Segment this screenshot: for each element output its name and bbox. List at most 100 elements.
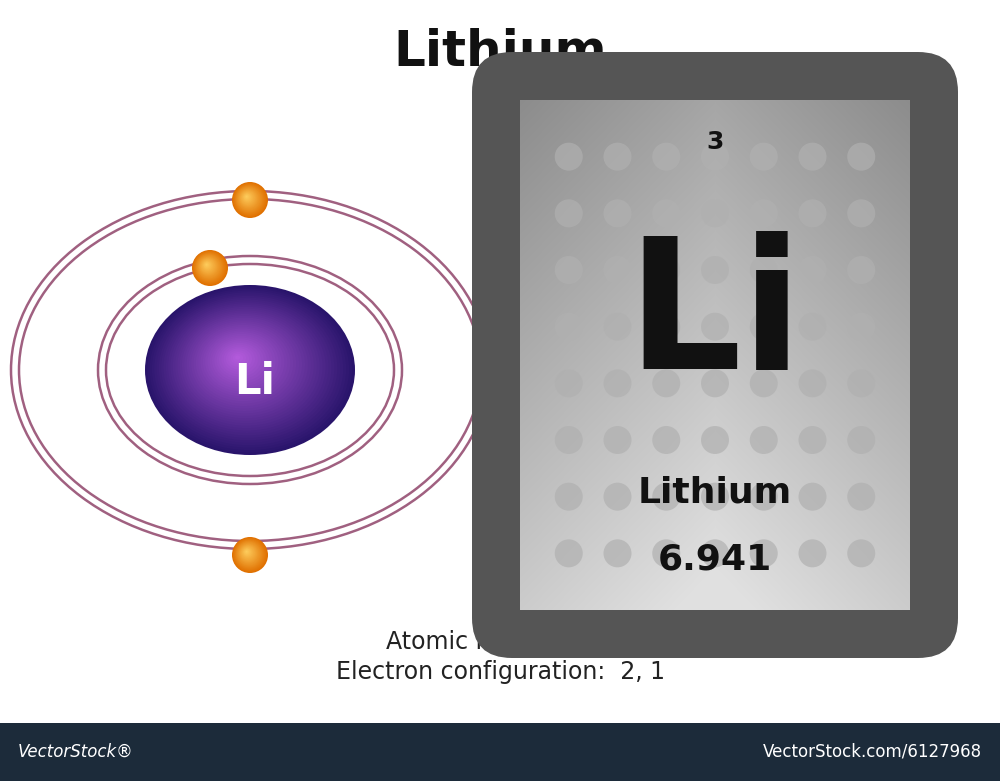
Circle shape	[555, 540, 583, 567]
Circle shape	[237, 187, 260, 210]
Circle shape	[205, 263, 209, 266]
Circle shape	[652, 483, 680, 511]
Circle shape	[203, 261, 212, 269]
Circle shape	[604, 369, 632, 398]
Circle shape	[192, 250, 228, 286]
Circle shape	[236, 187, 262, 212]
Circle shape	[238, 188, 258, 209]
Circle shape	[555, 199, 583, 227]
Ellipse shape	[175, 308, 317, 423]
Ellipse shape	[194, 323, 293, 404]
Circle shape	[244, 194, 251, 201]
Ellipse shape	[196, 325, 290, 401]
Ellipse shape	[163, 299, 331, 436]
Circle shape	[194, 252, 225, 283]
Circle shape	[245, 550, 249, 554]
Circle shape	[652, 199, 680, 227]
Circle shape	[604, 256, 632, 284]
Ellipse shape	[235, 355, 240, 360]
Circle shape	[652, 369, 680, 398]
Circle shape	[243, 547, 252, 557]
Circle shape	[243, 193, 252, 201]
Circle shape	[197, 255, 220, 279]
Circle shape	[798, 369, 826, 398]
Circle shape	[750, 369, 778, 398]
Circle shape	[847, 540, 875, 567]
Ellipse shape	[217, 341, 264, 380]
Circle shape	[202, 260, 213, 271]
Circle shape	[604, 483, 632, 511]
Ellipse shape	[147, 287, 352, 452]
Ellipse shape	[173, 307, 320, 426]
Circle shape	[233, 183, 267, 217]
Ellipse shape	[184, 316, 305, 413]
Circle shape	[604, 199, 632, 227]
Circle shape	[244, 549, 250, 555]
Text: Lithium: Lithium	[638, 476, 792, 510]
Ellipse shape	[205, 332, 279, 391]
Ellipse shape	[224, 347, 255, 372]
Text: Li: Li	[235, 361, 275, 403]
Ellipse shape	[198, 326, 287, 399]
Circle shape	[555, 369, 583, 398]
Circle shape	[750, 312, 778, 341]
Circle shape	[701, 312, 729, 341]
Ellipse shape	[177, 310, 314, 421]
Ellipse shape	[228, 350, 249, 367]
Circle shape	[798, 426, 826, 454]
Circle shape	[555, 426, 583, 454]
Ellipse shape	[203, 330, 282, 394]
Circle shape	[847, 312, 875, 341]
Circle shape	[847, 143, 875, 171]
Circle shape	[604, 312, 632, 341]
Circle shape	[204, 262, 210, 268]
Circle shape	[798, 540, 826, 567]
Circle shape	[239, 544, 257, 562]
Ellipse shape	[161, 298, 334, 438]
Circle shape	[750, 199, 778, 227]
Circle shape	[239, 189, 257, 207]
Circle shape	[798, 312, 826, 341]
Circle shape	[236, 540, 263, 568]
Circle shape	[242, 547, 253, 558]
Text: Lithium: Lithium	[393, 28, 607, 76]
Circle shape	[241, 546, 255, 560]
FancyBboxPatch shape	[472, 52, 958, 658]
Circle shape	[196, 254, 223, 280]
Ellipse shape	[168, 303, 326, 430]
Ellipse shape	[219, 343, 261, 376]
Circle shape	[701, 483, 729, 511]
Circle shape	[206, 264, 207, 266]
Ellipse shape	[221, 344, 258, 374]
Circle shape	[241, 191, 255, 205]
Circle shape	[235, 185, 264, 214]
Circle shape	[555, 483, 583, 511]
Circle shape	[652, 256, 680, 284]
Circle shape	[236, 541, 262, 566]
Circle shape	[201, 259, 214, 272]
Ellipse shape	[152, 291, 346, 448]
Circle shape	[555, 256, 583, 284]
Circle shape	[604, 540, 632, 567]
Circle shape	[200, 258, 216, 274]
Circle shape	[798, 256, 826, 284]
Circle shape	[701, 143, 729, 171]
Circle shape	[237, 542, 260, 565]
Circle shape	[555, 312, 583, 341]
Circle shape	[240, 190, 256, 206]
Ellipse shape	[210, 336, 273, 387]
Circle shape	[235, 540, 264, 569]
Circle shape	[750, 540, 778, 567]
Ellipse shape	[191, 321, 296, 406]
Ellipse shape	[200, 328, 284, 396]
Circle shape	[232, 182, 268, 218]
Ellipse shape	[182, 314, 308, 416]
Circle shape	[244, 194, 250, 200]
Ellipse shape	[226, 348, 252, 369]
Circle shape	[236, 186, 263, 212]
Circle shape	[233, 538, 266, 571]
Circle shape	[238, 544, 258, 563]
Circle shape	[193, 251, 226, 284]
Circle shape	[193, 251, 227, 285]
Ellipse shape	[166, 301, 329, 433]
